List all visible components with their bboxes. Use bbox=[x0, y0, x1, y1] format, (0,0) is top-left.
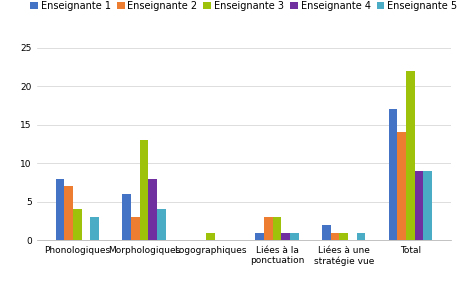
Bar bbox=[339, 233, 347, 240]
Bar bbox=[281, 233, 290, 240]
Bar bbox=[206, 233, 214, 240]
Bar bbox=[422, 171, 431, 240]
Bar bbox=[131, 217, 139, 240]
Bar bbox=[255, 233, 263, 240]
Bar bbox=[405, 71, 414, 240]
Bar bbox=[148, 179, 157, 240]
Legend: Enseignante 1, Enseignante 2, Enseignante 3, Enseignante 4, Enseignante 5: Enseignante 1, Enseignante 2, Enseignant… bbox=[30, 1, 456, 11]
Bar bbox=[356, 233, 364, 240]
Bar bbox=[397, 132, 405, 240]
Bar bbox=[157, 209, 165, 240]
Bar bbox=[64, 186, 73, 240]
Bar bbox=[272, 217, 281, 240]
Bar bbox=[330, 233, 339, 240]
Bar bbox=[90, 217, 99, 240]
Bar bbox=[321, 225, 330, 240]
Bar bbox=[263, 217, 272, 240]
Bar bbox=[290, 233, 298, 240]
Bar bbox=[414, 171, 422, 240]
Bar bbox=[139, 140, 148, 240]
Bar bbox=[122, 194, 131, 240]
Bar bbox=[56, 179, 64, 240]
Bar bbox=[388, 109, 397, 240]
Bar bbox=[73, 209, 81, 240]
